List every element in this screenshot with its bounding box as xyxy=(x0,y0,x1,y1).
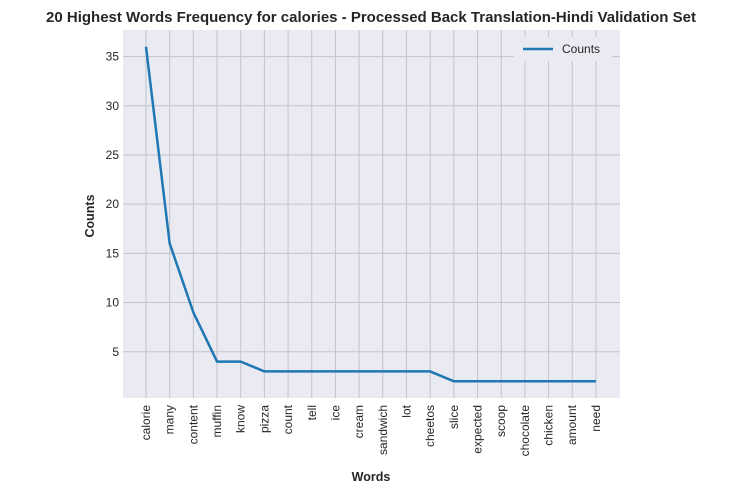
x-tick-label: cream xyxy=(352,405,366,438)
x-tick-label: cheetos xyxy=(423,405,437,447)
y-tick-label: 20 xyxy=(106,197,120,211)
x-tick-label: chicken xyxy=(542,405,556,446)
series-line-counts xyxy=(144,46,596,383)
x-tick-label: muffin xyxy=(210,405,224,437)
x-tick-label: know xyxy=(234,405,248,433)
y-tick-label: 10 xyxy=(106,296,120,310)
y-axis-label: Counts xyxy=(83,194,97,237)
grid xyxy=(123,30,620,398)
legend: Counts xyxy=(514,37,612,61)
y-tick-label: 30 xyxy=(106,99,120,113)
x-tick-label: many xyxy=(163,405,177,434)
x-tick-label: count xyxy=(281,404,295,434)
x-tick-label: tell xyxy=(305,405,319,420)
series-layer xyxy=(144,46,596,383)
y-tick-label: 15 xyxy=(106,246,120,260)
y-tick-labels: 5 10 15 20 25 30 35 xyxy=(106,50,120,359)
x-axis-label: Words xyxy=(352,470,391,484)
y-tick-label: 5 xyxy=(112,345,119,359)
x-tick-label: amount xyxy=(565,404,579,445)
x-tick-label: slice xyxy=(447,405,461,429)
x-tick-labels: calorie many content muffin know pizza count te… xyxy=(139,404,603,456)
x-tick-label: content xyxy=(186,404,200,444)
x-tick-label: need xyxy=(589,405,603,432)
x-tick-label: scoop xyxy=(494,405,508,437)
y-tick-label: 35 xyxy=(106,50,120,64)
x-tick-label: lot xyxy=(399,404,413,417)
plot-area xyxy=(123,30,620,398)
x-tick-label: ice xyxy=(328,405,342,421)
y-tick-label: 25 xyxy=(106,148,120,162)
x-tick-label: expected xyxy=(471,405,485,454)
chart-title: 20 Highest Words Frequency for calories … xyxy=(46,9,696,26)
x-tick-label: calorie xyxy=(139,405,153,441)
x-tick-label: sandwich xyxy=(376,405,390,455)
x-tick-label: pizza xyxy=(257,405,271,433)
legend-label: Counts xyxy=(562,42,600,56)
x-tick-label: chocolate xyxy=(518,405,532,457)
